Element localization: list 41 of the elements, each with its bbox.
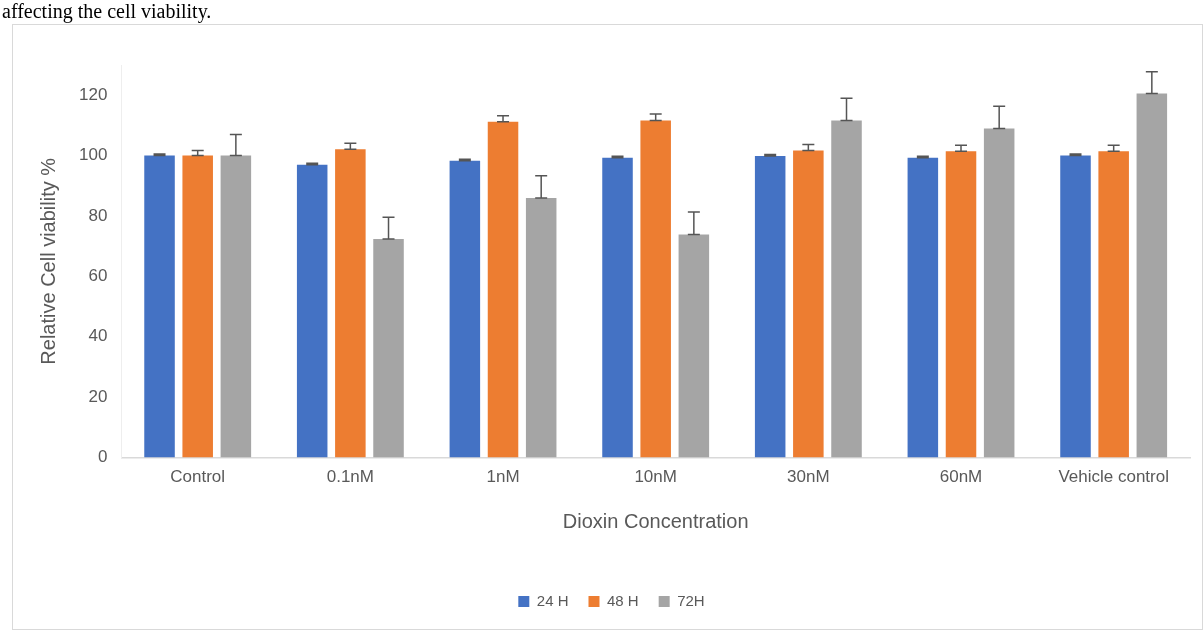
bar xyxy=(296,164,328,458)
bar xyxy=(525,197,557,458)
bar xyxy=(907,157,939,458)
bar xyxy=(373,238,404,458)
y-tick-label: 120 xyxy=(78,84,108,104)
x-tick-label: Vehicle control xyxy=(1058,467,1169,487)
text: affecting the cell viability. xyxy=(2,0,212,22)
bar xyxy=(602,157,633,458)
y-tick-label: 60 xyxy=(88,266,108,286)
bar xyxy=(144,155,175,458)
x-tick-label: 10nM xyxy=(634,467,677,487)
y-tick-label: 20 xyxy=(88,386,108,406)
x-tick-label: Control xyxy=(170,467,226,487)
x-tick-label: 30nM xyxy=(787,467,830,487)
y-tick-label: 80 xyxy=(88,205,108,225)
bar xyxy=(335,149,366,458)
x-tick-label: 1nM xyxy=(486,467,520,487)
bar xyxy=(640,120,671,458)
y-tick-label: 100 xyxy=(78,145,108,165)
x-tick-label: 0.1nM xyxy=(326,467,374,487)
bar xyxy=(1060,155,1091,458)
bar xyxy=(793,150,824,458)
x-axis-title: Dioxin Concentration xyxy=(562,509,749,532)
bar xyxy=(449,160,481,458)
y-tick-label: 40 xyxy=(88,326,108,346)
bar xyxy=(220,155,252,458)
bar xyxy=(754,155,786,458)
bar xyxy=(1136,93,1168,458)
bar xyxy=(678,234,710,458)
y-axis-title: Relative Cell viability % xyxy=(36,157,59,365)
bar xyxy=(945,151,977,458)
legend-label: 24 H xyxy=(536,591,569,609)
bar xyxy=(983,128,1015,458)
legend-label: 48 H xyxy=(606,591,639,609)
x-tick-label: 60nM xyxy=(939,467,983,487)
bar xyxy=(1098,151,1129,458)
y-tick-label: 0 xyxy=(97,447,108,467)
bar xyxy=(831,120,862,458)
bar xyxy=(487,121,519,458)
legend-label: 72H xyxy=(677,591,705,609)
bar xyxy=(182,155,213,458)
